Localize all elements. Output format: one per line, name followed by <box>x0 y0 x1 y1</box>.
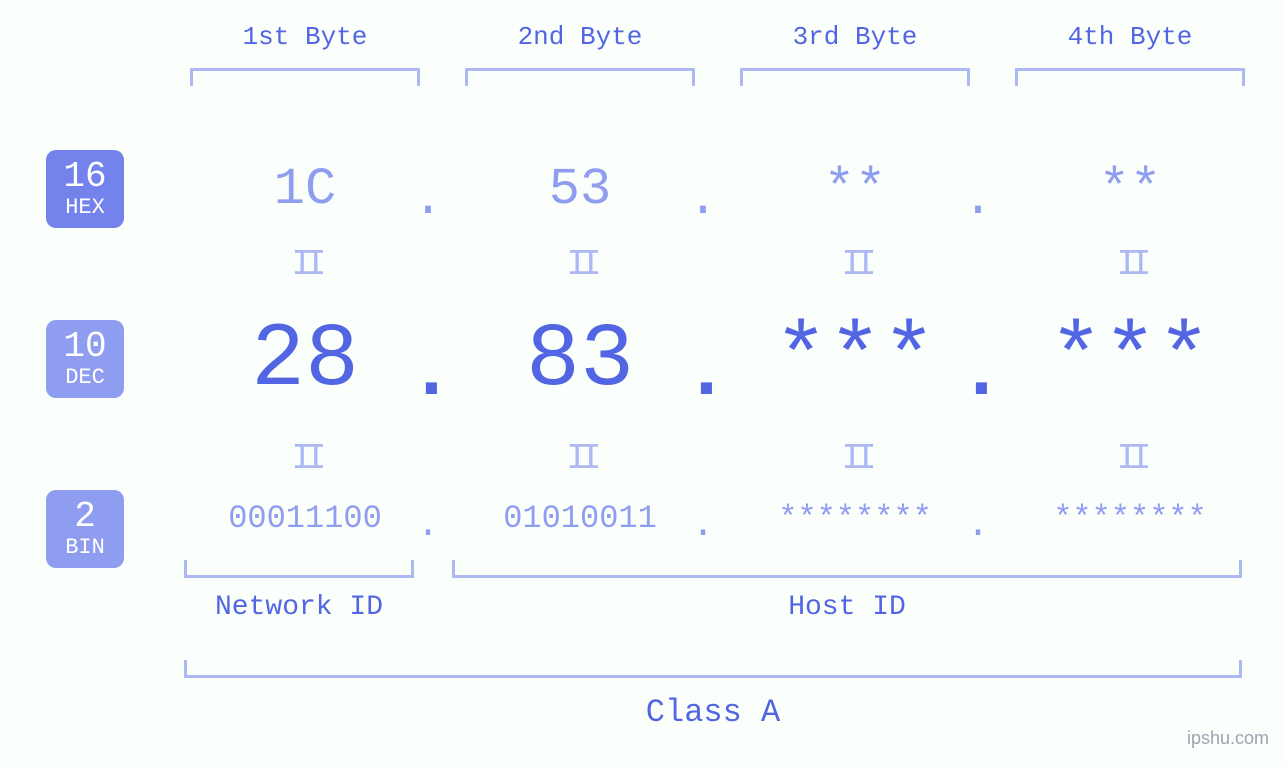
dec-dot-1: . <box>408 330 448 418</box>
hex-byte-3: ** <box>730 160 980 219</box>
bin-byte-2: 01010011 <box>450 500 710 537</box>
hex-dot-2: . <box>688 172 718 229</box>
top-bracket-2 <box>465 68 695 86</box>
eq-lower-2: II <box>455 438 705 479</box>
badge-hex-num: 16 <box>63 159 106 195</box>
top-bracket-3 <box>740 68 970 86</box>
network-id-label: Network ID <box>184 592 414 623</box>
hex-byte-4: ** <box>1005 160 1255 219</box>
ip-bytes-diagram: 16 HEX 10 DEC 2 BIN 1st Byte 2nd Byte 3r… <box>0 0 1285 767</box>
dec-byte-2: 83 <box>455 310 705 412</box>
host-id-label: Host ID <box>452 592 1242 623</box>
dec-dot-2: . <box>683 330 723 418</box>
dec-dot-3: . <box>958 330 998 418</box>
bin-byte-1: 00011100 <box>175 500 435 537</box>
eq-upper-3: II <box>730 244 980 285</box>
dec-byte-4: *** <box>1005 310 1255 412</box>
watermark: ipshu.com <box>1187 728 1269 749</box>
bin-dot-3: . <box>963 504 993 547</box>
hex-byte-2: 53 <box>455 160 705 219</box>
bin-byte-3: ******** <box>725 500 985 537</box>
eq-upper-2: II <box>455 244 705 285</box>
badge-dec-num: 10 <box>63 329 106 365</box>
badge-hex: 16 HEX <box>46 150 124 228</box>
bin-dot-2: . <box>688 504 718 547</box>
byte-header-1: 1st Byte <box>180 22 430 52</box>
eq-lower-1: II <box>180 438 430 479</box>
hex-dot-3: . <box>963 172 993 229</box>
host-id-bracket <box>452 560 1242 578</box>
class-bracket <box>184 660 1242 678</box>
byte-header-3: 3rd Byte <box>730 22 980 52</box>
eq-upper-4: II <box>1005 244 1255 285</box>
dec-byte-1: 28 <box>180 310 430 412</box>
eq-lower-4: II <box>1005 438 1255 479</box>
dec-byte-3: *** <box>730 310 980 412</box>
bin-dot-1: . <box>413 504 443 547</box>
network-id-bracket <box>184 560 414 578</box>
hex-byte-1: 1C <box>180 160 430 219</box>
badge-hex-label: HEX <box>65 197 105 219</box>
top-bracket-1 <box>190 68 420 86</box>
bin-byte-4: ******** <box>1000 500 1260 537</box>
hex-dot-1: . <box>413 172 443 229</box>
byte-header-4: 4th Byte <box>1005 22 1255 52</box>
eq-lower-3: II <box>730 438 980 479</box>
byte-header-2: 2nd Byte <box>455 22 705 52</box>
badge-bin-num: 2 <box>74 499 96 535</box>
badge-bin-label: BIN <box>65 537 105 559</box>
badge-dec-label: DEC <box>65 367 105 389</box>
badge-bin: 2 BIN <box>46 490 124 568</box>
class-label: Class A <box>184 694 1242 731</box>
top-bracket-4 <box>1015 68 1245 86</box>
badge-dec: 10 DEC <box>46 320 124 398</box>
eq-upper-1: II <box>180 244 430 285</box>
